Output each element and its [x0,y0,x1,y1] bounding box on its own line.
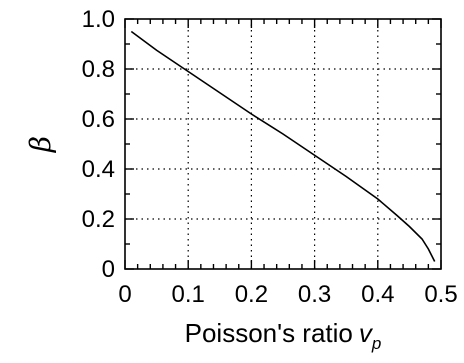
y-axis-title: β [24,136,57,153]
x-tick-label: 0.2 [235,281,268,308]
x-axis-subscript: p [371,334,381,353]
x-tick-label: 0.3 [298,281,331,308]
series-line [130,30,436,262]
plot-frame [124,18,442,270]
x-tick-label: 0 [118,281,131,308]
x-axis-title-text: Poisson's ratio [185,318,353,348]
x-tick-label: 0.1 [172,281,205,308]
y-tick-label: 0.4 [82,156,115,183]
grid-lines [125,19,441,269]
axis-ticks [124,18,442,270]
x-axis-symbol: v [359,318,374,348]
x-axis-title: Poisson's ratio vp [185,318,382,353]
y-tick-label: 0.6 [82,106,115,133]
y-tick-label: 0.8 [82,56,115,83]
y-tick-label: 0.2 [82,206,115,233]
y-tick-label: 1.0 [82,6,115,33]
tick-labels: 0 0.1 0.2 0.3 0.4 0.5 0 0.2 0.4 0.6 0.8 1.0 [82,6,458,308]
y-tick-label: 0 [102,256,115,283]
series-layer [130,30,436,262]
x-tick-label: 0.4 [361,281,394,308]
x-tick-label: 0.5 [424,281,457,308]
